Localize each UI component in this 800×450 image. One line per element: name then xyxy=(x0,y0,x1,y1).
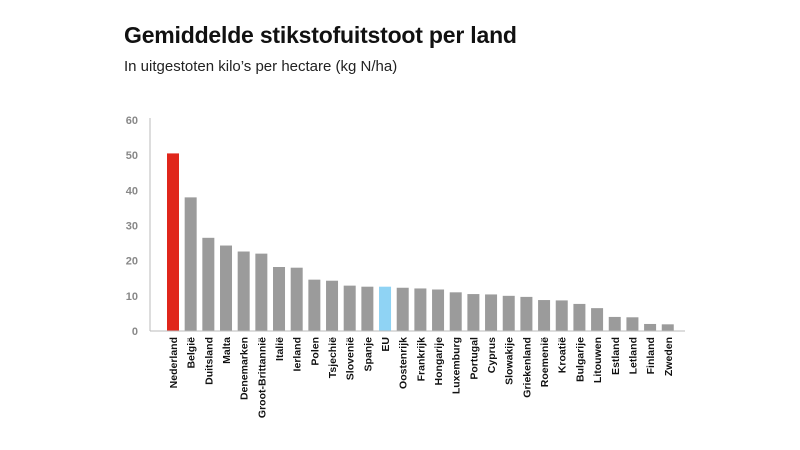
y-tick-label: 40 xyxy=(126,185,138,197)
bar-groot-brittanni- xyxy=(255,253,268,331)
bar-ierland xyxy=(290,267,303,331)
bar-estland xyxy=(608,316,621,331)
x-tick-label: Frankrijk xyxy=(415,337,427,382)
bar-eu xyxy=(379,286,392,331)
bar-cyprus xyxy=(485,294,498,331)
y-tick-label: 50 xyxy=(126,150,138,162)
chart-title: Gemiddelde stikstofuitstoot per land xyxy=(124,22,517,48)
bar-letland xyxy=(626,317,639,331)
bar-itali- xyxy=(273,267,286,331)
x-tick-label: Roemenië xyxy=(539,337,551,387)
bar-hongarije xyxy=(432,289,445,331)
bar-polen xyxy=(308,279,321,331)
x-tick-label: Ierland xyxy=(292,337,304,371)
x-tick-label: Malta xyxy=(221,337,233,364)
bar-kroati- xyxy=(555,300,568,331)
x-tick-label: Spanje xyxy=(362,337,374,372)
x-tick-label: Litouwen xyxy=(592,337,604,383)
bar-finland xyxy=(644,323,657,331)
bar-spanje xyxy=(361,286,374,331)
bar-belgi- xyxy=(184,197,197,331)
y-tick-label: 0 xyxy=(132,326,138,338)
y-tick-label: 30 xyxy=(126,221,138,233)
x-tick-label: Letland xyxy=(627,337,639,374)
bar-griekenland xyxy=(520,296,533,331)
x-tick-label: Polen xyxy=(309,337,321,366)
y-tick-label: 10 xyxy=(126,291,138,303)
x-tick-label: Tsjechië xyxy=(327,337,339,378)
x-tick-label: EU xyxy=(380,337,392,352)
x-tick-label: Duitsland xyxy=(203,337,215,385)
bar-denemarken xyxy=(237,251,250,331)
y-axis: 0 10 20 30 40 50 60 xyxy=(126,115,151,338)
x-tick-label: Nederland xyxy=(168,337,180,388)
x-tick-label: Cyprus xyxy=(486,337,498,373)
bar-frankrijk xyxy=(414,288,427,331)
x-tick-label: Bulgarije xyxy=(574,337,586,382)
bar-portugal xyxy=(467,294,480,331)
x-tick-label: Oostenrijk xyxy=(398,337,410,389)
bars xyxy=(167,153,674,331)
x-tick-label: Hongarije xyxy=(433,337,445,386)
x-tick-label: Luxemburg xyxy=(451,337,463,394)
x-axis: Nederland België Duitsland Malta Denemarken G… xyxy=(150,330,685,418)
bar-oostenrijk xyxy=(396,287,409,331)
chart-subtitle: In uitgestoten kilo’s per hectare (kg N/… xyxy=(124,58,398,75)
bar-zweden xyxy=(661,324,674,331)
bar-sloveni- xyxy=(343,285,356,331)
x-tick-label: Zweden xyxy=(663,337,675,376)
bar-bulgarije xyxy=(573,303,586,331)
bar-duitsland xyxy=(202,237,215,331)
x-tick-label: Griekenland xyxy=(521,337,533,398)
bar-slowakije xyxy=(502,295,515,331)
bar-malta xyxy=(220,245,233,331)
x-tick-label: Italië xyxy=(274,337,286,361)
x-tick-label: België xyxy=(186,337,198,369)
x-tick-label: Groot-Brittannië xyxy=(256,337,268,418)
x-tick-label: Portugal xyxy=(468,337,480,380)
x-tick-label: Denemarken xyxy=(239,337,251,400)
x-tick-label: Estland xyxy=(610,337,622,375)
bar-tsjechi- xyxy=(326,280,339,331)
x-tick-label: Finland xyxy=(645,337,657,374)
bar-nederland xyxy=(167,153,179,331)
bar-litouwen xyxy=(591,308,604,331)
x-tick-label: Slowakije xyxy=(504,337,516,385)
bar-luxemburg xyxy=(449,292,462,331)
y-tick-label: 60 xyxy=(126,115,138,127)
x-tick-label: Slovenië xyxy=(345,337,357,380)
y-tick-label: 20 xyxy=(126,256,138,268)
bar-roemeni- xyxy=(538,300,551,331)
x-tick-label: Kroatië xyxy=(557,337,569,373)
